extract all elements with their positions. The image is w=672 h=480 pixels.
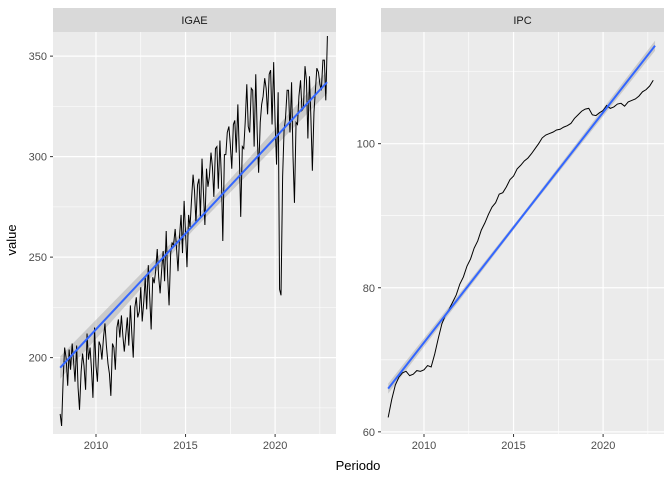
series-line-igae <box>59 36 328 427</box>
series-line-ipc <box>387 80 654 418</box>
data-layer <box>59 36 328 427</box>
panel-igae: IGAE 2010 2015 2020 200 250 300 350 <box>29 8 336 452</box>
trend-line <box>59 81 328 369</box>
y-tick-label: 60 <box>363 427 375 439</box>
x-tick-label: 2010 <box>84 440 108 452</box>
x-tick-label: 2015 <box>501 440 525 452</box>
y-tick-label: 100 <box>357 139 375 151</box>
x-tick-label: 2015 <box>173 440 197 452</box>
y-tick-label: 350 <box>29 51 47 63</box>
x-axis-title: Periodo <box>336 458 381 473</box>
y-tick-label: 250 <box>29 252 47 264</box>
y-tick-label: 200 <box>29 353 47 365</box>
x-tick-label: 2010 <box>412 440 436 452</box>
facet-strip <box>53 8 336 32</box>
panel-ipc: IPC 2010 2015 2020 60 80 100 <box>357 8 664 452</box>
facet-strip-label: IPC <box>513 15 531 27</box>
panel-background <box>381 32 664 434</box>
y-tick-label: 300 <box>29 152 47 164</box>
x-tick-label: 2020 <box>263 440 287 452</box>
facet-strip-label: IGAE <box>181 15 207 27</box>
x-tick-label: 2020 <box>591 440 615 452</box>
chart-panels: IGAE 2010 2015 2020 200 250 300 350 IPC 2010 2015 2… <box>29 8 664 452</box>
data-layer <box>387 40 656 418</box>
facet-strip <box>381 8 664 32</box>
y-tick-label: 80 <box>363 283 375 295</box>
trend-line <box>387 45 656 390</box>
y-axis-title: value <box>4 224 19 255</box>
